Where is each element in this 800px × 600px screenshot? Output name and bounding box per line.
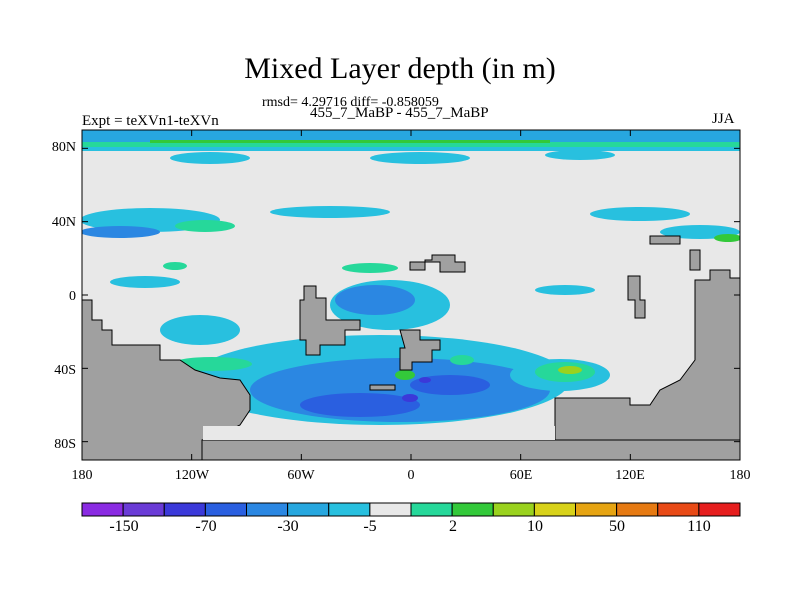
arctic-green-band — [82, 142, 740, 147]
case-label: 455_7_MaBP - 455_7_MaBP — [310, 105, 489, 121]
colorbar-label: -70 — [195, 518, 217, 535]
land-island-5 — [689, 249, 701, 271]
lon-tick-label: 60E — [509, 468, 533, 483]
north-cyan-patch-3 — [545, 150, 615, 160]
north-cyan-patch-1 — [170, 152, 250, 164]
land-south-america — [299, 285, 361, 356]
plot-title: Mixed Layer depth (in m) — [244, 52, 556, 85]
lat-tick-label: 0 — [69, 289, 76, 304]
land-island-2 — [409, 254, 466, 273]
tropic-green-1 — [163, 262, 187, 270]
colorbar-label: 2 — [449, 518, 457, 535]
lat-tick-label: 80N — [51, 140, 76, 155]
so-green-3 — [450, 355, 474, 365]
colorbar-label: -30 — [277, 518, 299, 535]
so-darkblue-spot-1 — [402, 394, 418, 402]
sp-cyan-1 — [160, 315, 240, 345]
experiment-label: Expt = teXVn1-teXVn — [82, 113, 219, 129]
lon-tick-label: 120W — [174, 468, 210, 483]
arctic-light-band — [82, 147, 740, 151]
so-deepblue-1 — [300, 393, 420, 417]
nh-midlat-green-2 — [714, 234, 740, 242]
nh-midlat-blue-1 — [82, 226, 160, 238]
colorbar-label: -5 — [363, 518, 377, 535]
nh-midlat-cyan-2 — [270, 206, 390, 218]
lat-tick-label: 40N — [51, 215, 76, 230]
lon-tick-label: 0 — [407, 468, 415, 483]
arctic-green-strip — [150, 140, 550, 143]
atl-blue-1 — [335, 285, 415, 315]
season-label: JJA — [712, 111, 735, 127]
north-cyan-patch-2 — [370, 152, 470, 164]
land-areas — [82, 235, 740, 460]
so-darkblue-spot-2 — [419, 377, 431, 383]
colorbar-label: 110 — [687, 518, 711, 535]
map-field — [82, 130, 740, 460]
lon-tick-label: 120E — [615, 468, 645, 483]
lon-tick-label: 60W — [287, 468, 315, 483]
land-antarctic-edge — [201, 439, 740, 460]
tropic-green-2 — [342, 263, 398, 273]
nh-midlat-green-1 — [175, 220, 235, 232]
tropic-cyan-1 — [110, 276, 180, 288]
colorbar-label: 50 — [609, 518, 625, 535]
lat-tick-label: 80S — [54, 437, 76, 452]
lat-tick-label: 40S — [54, 363, 76, 378]
antarctic-ice-fill — [203, 426, 555, 440]
land-island-4 — [649, 235, 681, 245]
stats-label: rmsd= 4.29716 diff= -0.858059 — [262, 95, 439, 110]
nh-midlat-cyan-3 — [590, 207, 690, 221]
colorbar-label: 10 — [527, 518, 543, 535]
axis-ticks — [81, 130, 741, 460]
tropic-cyan-2 — [535, 285, 595, 295]
lon-tick-label: 180 — [729, 468, 751, 483]
colorbar-label: -150 — [109, 518, 139, 535]
io-yellowgreen — [558, 366, 582, 374]
land-africa — [399, 329, 441, 371]
so-green-2 — [395, 370, 415, 380]
land-island-3 — [627, 275, 646, 319]
lon-tick-label: 180 — [71, 468, 93, 483]
land-island-1 — [369, 384, 396, 391]
